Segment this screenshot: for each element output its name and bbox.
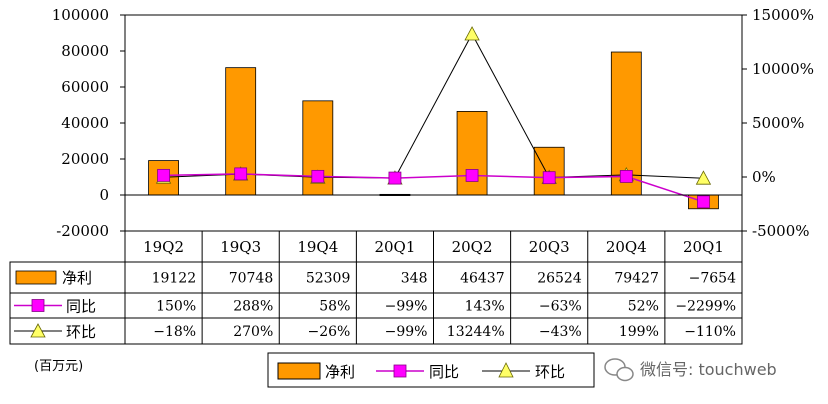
cell-qoq-3: −99% [385, 324, 428, 340]
x-tick-label-5: 20Q3 [529, 238, 570, 256]
cell-yoy-3: −99% [385, 299, 428, 315]
cell-qoq-5: −43% [539, 324, 582, 340]
cell-qoq-2: −26% [308, 324, 351, 340]
cell-qoq-6: 199% [619, 324, 659, 340]
legend: 净利 同比 环比 [267, 352, 595, 388]
y-left-tick-label-5: 0 [99, 186, 109, 204]
cell-net-profit-7: −7654 [689, 271, 736, 287]
point-yoy-7 [697, 195, 710, 209]
wechat-icon [604, 358, 634, 382]
point-yoy-2 [311, 169, 325, 183]
row-key-marker-yoy [31, 299, 45, 312]
bar-series-group [148, 51, 719, 210]
cell-yoy-2: 58% [319, 299, 350, 315]
y-right-tick-label-3: 0% [752, 168, 776, 186]
legend-marker-qoq [498, 362, 514, 378]
legend-swatch-net-profit [277, 362, 321, 380]
cell-qoq-7: −110% [684, 324, 736, 340]
row-label-qoq: 环比 [66, 323, 96, 341]
line-series-group [155, 26, 712, 209]
y-left-tick-label-6: -20000 [56, 222, 109, 240]
point-yoy-3 [388, 171, 402, 185]
cell-qoq-0: −18% [153, 324, 196, 340]
legend-label-yoy: 同比 [429, 363, 459, 381]
line-yoy [163, 173, 704, 203]
x-tick-label-7: 20Q1 [683, 238, 724, 256]
cell-yoy-6: 52% [628, 299, 659, 315]
cell-yoy-4: 143% [465, 299, 505, 315]
bar-net-profit-2 [302, 100, 334, 196]
x-tick-label-2: 19Q4 [297, 238, 338, 256]
legend-box [267, 352, 595, 388]
watermark: 微信号: touchweb [604, 358, 777, 382]
y-right-tick-label-2: 5000% [752, 114, 804, 132]
y-left-tick-label-3: 40000 [61, 114, 109, 132]
cell-net-profit-0: 19122 [152, 271, 197, 287]
x-tick-label-3: 20Q1 [374, 238, 415, 256]
point-qoq-7 [695, 170, 712, 185]
legend-label-net-profit: 净利 [325, 363, 355, 381]
cell-qoq-1: 270% [233, 324, 273, 340]
point-qoq-4 [464, 26, 480, 41]
row-key-marker-qoq [30, 323, 46, 338]
cell-net-profit-5: 26524 [537, 271, 582, 287]
cell-net-profit-6: 79427 [614, 271, 659, 287]
row-key-net-profit [15, 270, 57, 285]
point-yoy-4 [465, 169, 479, 182]
cell-net-profit-2: 52309 [306, 271, 351, 287]
y-left-tick-label-1: 80000 [61, 42, 109, 60]
unit-note: (百万元) [34, 359, 83, 374]
axes-group: 100000 80000 60000 40000 20000 0 -20000 15000% 1… [52, 6, 814, 240]
y-left-tick-label-4: 20000 [61, 150, 109, 168]
cell-yoy-1: 288% [233, 299, 273, 315]
x-tick-label-1: 19Q3 [220, 238, 261, 256]
y-left-tick-label-0: 100000 [52, 6, 109, 24]
y-right-tick-label-0: 15000% [752, 6, 814, 24]
cell-net-profit-3: 348 [401, 271, 428, 287]
x-tick-label-4: 20Q2 [452, 238, 493, 256]
cell-yoy-5: −63% [539, 299, 582, 315]
legend-marker-yoy [393, 364, 407, 378]
cell-yoy-7: −2299% [675, 299, 736, 315]
watermark-text: 微信号: touchweb [640, 360, 777, 379]
x-tick-label-6: 20Q4 [606, 238, 647, 256]
y-right-tick-label-4: -5000% [752, 222, 810, 240]
y-left-tick-label-2: 60000 [61, 78, 109, 96]
cell-net-profit-4: 46437 [460, 271, 505, 287]
x-tick-label-0: 19Q2 [143, 238, 184, 256]
y-right-tick-label-1: 10000% [752, 60, 814, 78]
cell-qoq-4: 13244% [447, 324, 505, 340]
cell-net-profit-1: 70748 [229, 271, 274, 287]
cell-yoy-0: 150% [156, 299, 196, 315]
point-yoy-1 [234, 167, 248, 181]
point-yoy-5 [542, 171, 556, 185]
row-label-yoy: 同比 [66, 298, 96, 316]
point-yoy-6 [619, 170, 633, 183]
point-yoy-0 [157, 168, 170, 182]
bar-net-profit-4 [456, 111, 488, 196]
row-label-net-profit: 净利 [62, 269, 92, 287]
legend-label-qoq: 环比 [535, 363, 565, 381]
